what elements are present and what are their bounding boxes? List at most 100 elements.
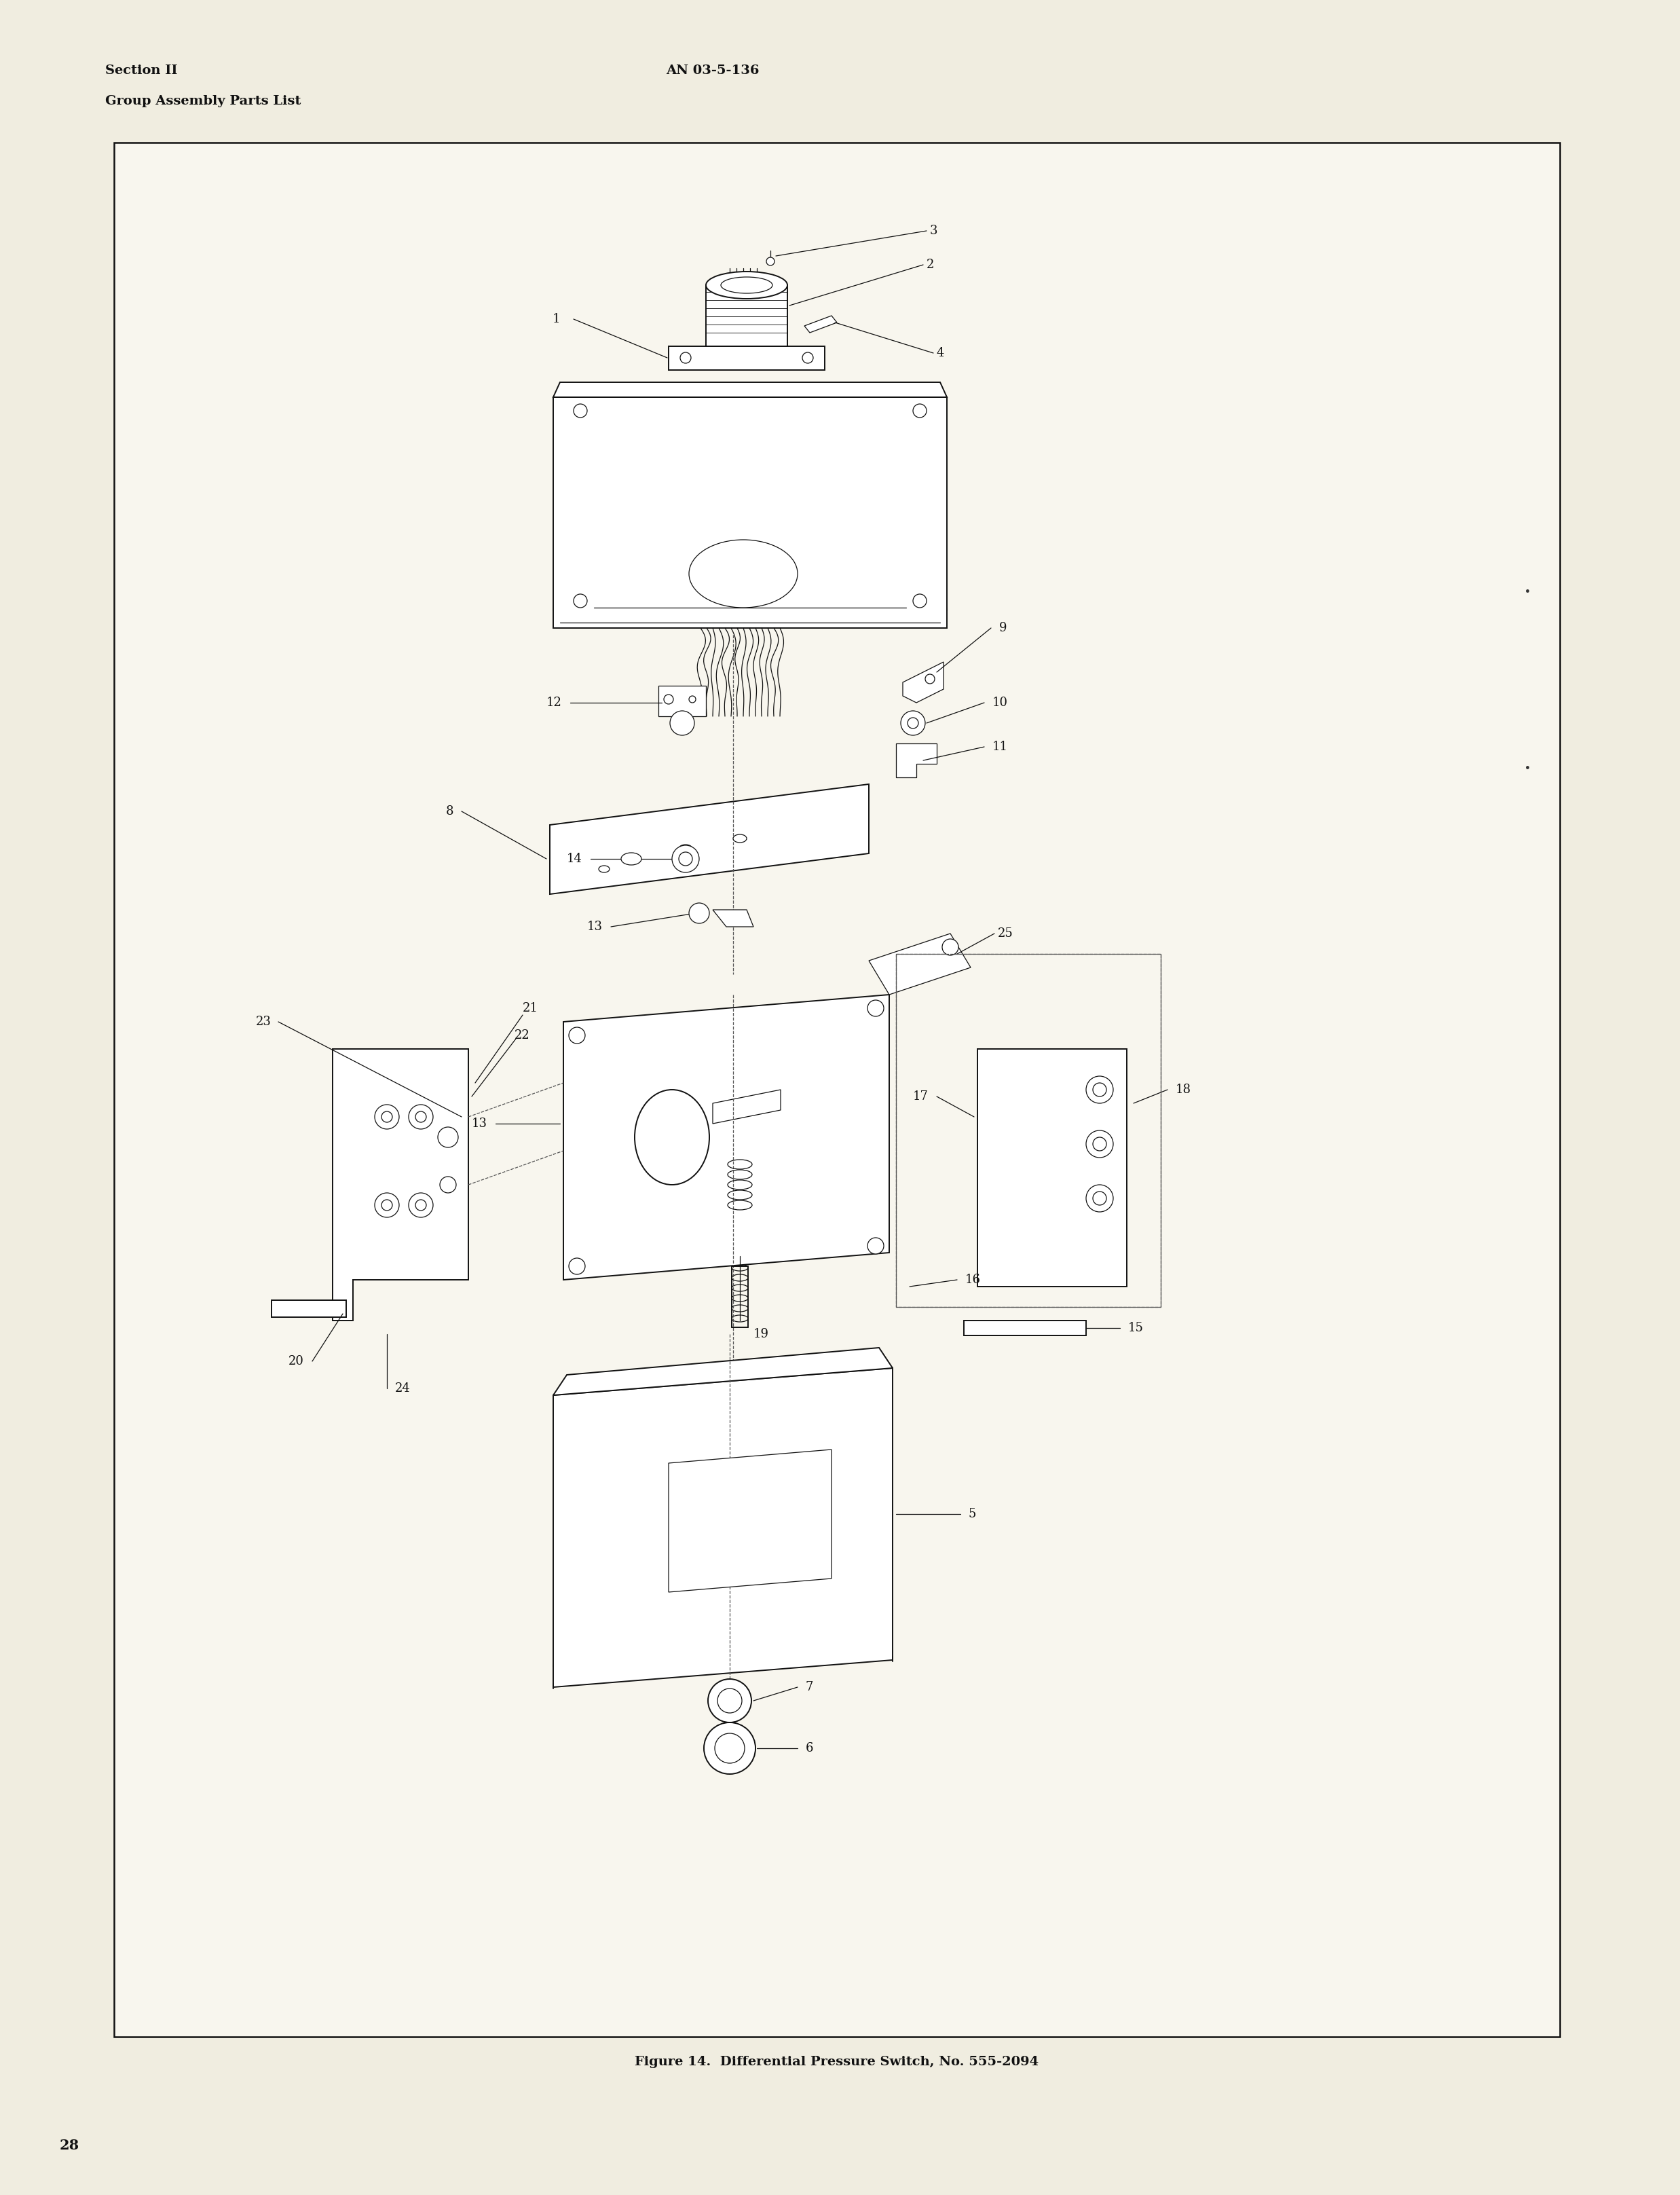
Text: 9: 9 [1000, 621, 1006, 634]
Polygon shape [333, 1049, 469, 1321]
Polygon shape [563, 994, 889, 1280]
Text: 15: 15 [1129, 1321, 1144, 1335]
Polygon shape [549, 784, 869, 893]
Polygon shape [553, 1348, 892, 1396]
Ellipse shape [680, 353, 690, 362]
Ellipse shape [438, 1126, 459, 1148]
Ellipse shape [867, 1001, 884, 1016]
Ellipse shape [912, 404, 927, 417]
Text: 22: 22 [514, 1029, 529, 1040]
Ellipse shape [707, 1679, 751, 1723]
Polygon shape [902, 663, 944, 702]
Ellipse shape [598, 865, 610, 871]
Text: 1: 1 [553, 314, 559, 325]
Ellipse shape [573, 404, 586, 417]
Polygon shape [706, 285, 788, 347]
Ellipse shape [867, 1238, 884, 1253]
Polygon shape [272, 1299, 346, 1317]
Ellipse shape [689, 696, 696, 702]
Polygon shape [553, 382, 948, 397]
Ellipse shape [381, 1201, 393, 1212]
Ellipse shape [375, 1192, 400, 1218]
Ellipse shape [1085, 1185, 1114, 1212]
Polygon shape [553, 397, 948, 628]
Text: 21: 21 [522, 1003, 538, 1014]
Ellipse shape [670, 711, 694, 735]
Ellipse shape [803, 353, 813, 362]
Text: 23: 23 [255, 1016, 272, 1027]
Ellipse shape [721, 277, 773, 294]
Text: 19: 19 [753, 1328, 769, 1341]
Ellipse shape [900, 711, 926, 735]
Text: 14: 14 [566, 852, 583, 865]
Ellipse shape [942, 939, 959, 955]
Ellipse shape [672, 845, 699, 871]
Ellipse shape [635, 1089, 709, 1185]
Ellipse shape [732, 834, 746, 843]
Ellipse shape [689, 540, 798, 608]
Ellipse shape [679, 845, 692, 852]
Ellipse shape [570, 1258, 585, 1275]
Ellipse shape [706, 272, 788, 299]
Ellipse shape [679, 852, 692, 865]
Text: 8: 8 [445, 806, 454, 817]
Text: 4: 4 [937, 347, 944, 360]
Polygon shape [669, 1449, 832, 1591]
Polygon shape [964, 1321, 1085, 1335]
Ellipse shape [717, 1688, 743, 1712]
Ellipse shape [440, 1177, 457, 1192]
Polygon shape [553, 1367, 892, 1688]
Text: 20: 20 [289, 1354, 304, 1367]
Polygon shape [659, 685, 706, 716]
Text: 3: 3 [931, 224, 937, 237]
Ellipse shape [1085, 1130, 1114, 1157]
Text: 6: 6 [806, 1743, 813, 1754]
Text: AN 03-5-136: AN 03-5-136 [665, 64, 759, 77]
Ellipse shape [375, 1104, 400, 1128]
Ellipse shape [912, 595, 927, 608]
Text: 13: 13 [586, 920, 603, 933]
Text: 12: 12 [546, 696, 563, 709]
Text: 25: 25 [998, 928, 1013, 939]
Ellipse shape [926, 674, 934, 683]
Text: Figure 14.  Differential Pressure Switch, No. 555-2094: Figure 14. Differential Pressure Switch,… [635, 2057, 1038, 2068]
Polygon shape [712, 909, 753, 926]
Text: 28: 28 [60, 2138, 79, 2153]
Ellipse shape [714, 1734, 744, 1763]
Text: Group Assembly Parts List: Group Assembly Parts List [106, 94, 301, 108]
Ellipse shape [408, 1104, 433, 1128]
Ellipse shape [1094, 1192, 1107, 1205]
Ellipse shape [664, 694, 674, 705]
Text: 24: 24 [395, 1383, 410, 1394]
Ellipse shape [415, 1201, 427, 1212]
Text: 18: 18 [1176, 1084, 1191, 1095]
Ellipse shape [622, 852, 642, 865]
Ellipse shape [907, 718, 919, 729]
Ellipse shape [689, 902, 709, 924]
Text: 10: 10 [993, 696, 1008, 709]
Ellipse shape [381, 1111, 393, 1122]
Text: Section II: Section II [106, 64, 178, 77]
Bar [114, 143, 1559, 2037]
Polygon shape [805, 316, 837, 334]
Text: 13: 13 [472, 1117, 487, 1130]
Text: 11: 11 [993, 740, 1008, 753]
Ellipse shape [1085, 1076, 1114, 1104]
Text: 17: 17 [912, 1091, 929, 1102]
Polygon shape [712, 1089, 781, 1124]
Text: 5: 5 [969, 1508, 976, 1521]
Ellipse shape [415, 1111, 427, 1122]
Ellipse shape [573, 595, 586, 608]
Polygon shape [978, 1049, 1127, 1286]
Polygon shape [669, 347, 825, 371]
Ellipse shape [1094, 1137, 1107, 1150]
Ellipse shape [766, 257, 774, 266]
Polygon shape [869, 933, 971, 994]
Text: 2: 2 [927, 259, 934, 270]
Text: 7: 7 [806, 1681, 813, 1692]
Ellipse shape [1094, 1082, 1107, 1098]
Ellipse shape [704, 1723, 756, 1774]
Ellipse shape [570, 1027, 585, 1043]
Text: 16: 16 [966, 1273, 981, 1286]
Ellipse shape [408, 1192, 433, 1218]
